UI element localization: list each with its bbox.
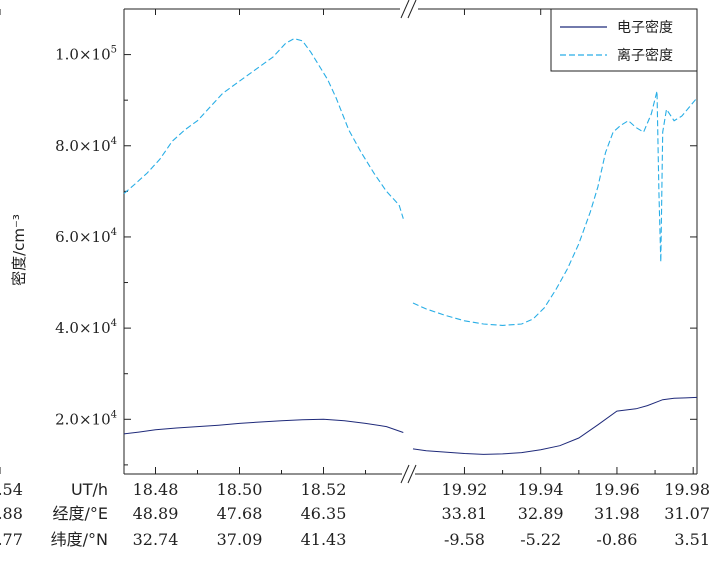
bottom-break-mark-1: [400, 464, 410, 484]
latitude-row-value: 3.51: [674, 530, 710, 549]
longitude-row-value: 46.35: [301, 504, 347, 523]
longitude-row-label: 经度/°E: [52, 504, 108, 523]
ion-density-line-seg1: [123, 38, 404, 219]
latitude-row-value: 41.43: [301, 530, 347, 549]
top-break-mark-1: [400, 0, 410, 19]
y-tick-exponent: 5: [111, 45, 117, 56]
longitude-row-value: 32.89: [518, 504, 564, 523]
longitude-row-value: 44.88: [0, 504, 23, 523]
longitude-row-value: 31.98: [594, 504, 640, 523]
latitude-row-value: -5.22: [520, 530, 561, 549]
y-tick-mantissa: 1.0×: [55, 46, 91, 64]
y-tick-mantissa: 6.0×: [55, 228, 91, 246]
bottom-break-mark-2: [407, 464, 417, 484]
latitude-row-value: 45.77: [0, 530, 23, 549]
ut-row-value: 18.50: [217, 480, 263, 499]
plot-frame: [123, 8, 698, 475]
y-tick-base: 10: [92, 319, 111, 337]
y-tick-mantissa: 8.0×: [55, 137, 91, 155]
y-tick-exponent: 4: [111, 409, 117, 420]
y-tick-label: 2.0×104: [55, 409, 117, 428]
y-tick-base: 10: [92, 410, 111, 428]
electron-legend-label: 电子密度: [617, 19, 673, 36]
y-tick-exponent: 4: [111, 227, 117, 238]
y-tick-base: 10: [92, 46, 111, 64]
y-tick-label: 6.0×104: [55, 227, 117, 246]
y-tick-base: 10: [92, 137, 111, 155]
ut-row-value: 19.98: [664, 480, 710, 499]
ut-row-value: 18.52: [301, 480, 347, 499]
latitude-row-value: 32.74: [133, 530, 179, 549]
latitude-row-value: -0.86: [596, 530, 637, 549]
x-axis-rows: UT/h 18.48 18.50 18.52 18.54 19.92 19.94 19.96 1…: [0, 480, 710, 549]
longitude-row-value: 48.89: [133, 504, 179, 523]
latitude-row-label: 纬度/°N: [51, 530, 108, 549]
legend-box: [550, 8, 698, 72]
ut-row-value: 18.48: [133, 480, 179, 499]
series-layer: [123, 38, 698, 455]
y-axis-label: 密度/cm⁻³: [10, 214, 28, 286]
latitude-row-value: 37.09: [217, 530, 263, 549]
y-tick-label: 4.0×104: [55, 318, 117, 337]
ut-row-value: 19.92: [442, 480, 488, 499]
y-tick-mantissa: 4.0×: [55, 319, 91, 337]
y-tick-label: 1.0×105: [55, 45, 117, 64]
longitude-row-value: 47.68: [217, 504, 263, 523]
ion-legend-label: 离子密度: [617, 47, 673, 64]
y-tick-exponent: 4: [111, 136, 117, 147]
ut-row-label: UT/h: [71, 480, 108, 499]
y-tick-base: 10: [92, 228, 111, 246]
electron-density-line-seg1: [123, 418, 404, 435]
axis-break-marks: [400, 0, 417, 484]
ut-row-value: 18.54: [0, 480, 23, 499]
longitude-row-value: 33.81: [442, 504, 488, 523]
ion-density-line-seg2: [412, 90, 698, 326]
ut-row-value: 19.96: [594, 480, 640, 499]
y-tick-label: 8.0×104: [55, 136, 117, 155]
electron-density-line-seg2: [412, 396, 698, 455]
latitude-row-value: -9.58: [444, 530, 485, 549]
ut-row-value: 19.94: [518, 480, 564, 499]
top-break-mark-2: [407, 0, 417, 19]
y-tick-mantissa: 2.0×: [55, 410, 91, 428]
longitude-row-value: 31.07: [664, 504, 710, 523]
y-tick-exponent: 4: [111, 318, 117, 329]
